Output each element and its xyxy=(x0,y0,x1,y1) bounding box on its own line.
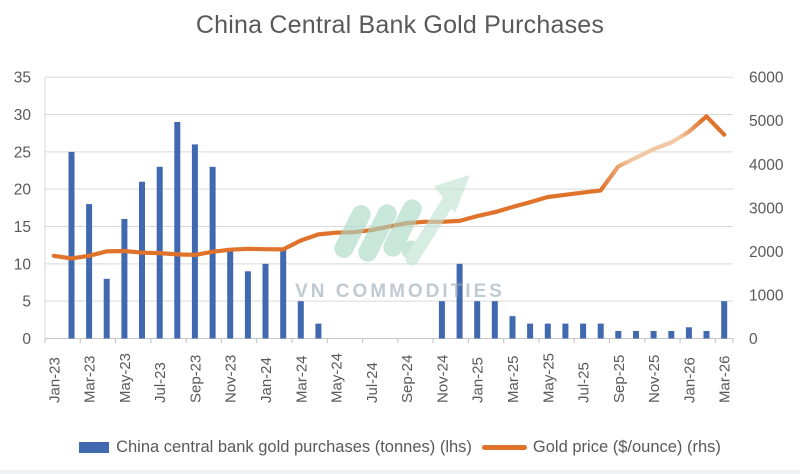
bar-Feb-23 xyxy=(68,151,75,339)
legend-label-line: Gold price ($/ounce) (rhs) xyxy=(532,438,721,456)
legend-label-bars: China central bank gold purchases (tonne… xyxy=(116,438,472,456)
bottom-edge-strip xyxy=(0,470,800,474)
svg-text:30: 30 xyxy=(14,107,32,124)
svg-text:Sep-25: Sep-25 xyxy=(611,355,628,403)
bar-Dec-23 xyxy=(244,271,251,339)
watermark: VN COMMODITIES xyxy=(295,175,505,302)
svg-text:0: 0 xyxy=(22,331,31,348)
bar-Apr-25 xyxy=(527,323,534,339)
bar-Feb-25 xyxy=(491,301,498,339)
svg-text:15: 15 xyxy=(14,219,31,236)
svg-text:Jan-25: Jan-25 xyxy=(470,357,487,403)
svg-text:6000: 6000 xyxy=(749,70,784,87)
svg-text:Jan-24: Jan-24 xyxy=(258,357,275,403)
bar-Apr-24 xyxy=(315,323,322,339)
svg-text:Sep-24: Sep-24 xyxy=(399,355,416,403)
bar-Dec-24 xyxy=(456,263,463,339)
svg-text:Nov-25: Nov-25 xyxy=(646,355,663,403)
bar-Jan-25 xyxy=(474,301,481,339)
svg-text:May-24: May-24 xyxy=(329,353,346,403)
bar-Mar-25 xyxy=(509,316,516,339)
svg-text:4000: 4000 xyxy=(749,157,784,174)
bar-Mar-26 xyxy=(721,301,728,339)
svg-text:1000: 1000 xyxy=(749,287,784,304)
bar-May-23 xyxy=(121,219,128,339)
svg-text:20: 20 xyxy=(14,182,32,199)
svg-text:Mar-23: Mar-23 xyxy=(82,355,99,403)
bar-Jun-25 xyxy=(562,323,569,339)
svg-text:25: 25 xyxy=(14,144,31,161)
axis-labels: 0 5 10 15 20 25 30 35 0 1000 2000 3000 4000 5000 6000 J… xyxy=(14,70,784,403)
svg-text:2000: 2000 xyxy=(749,244,784,261)
svg-text:0: 0 xyxy=(749,331,758,348)
svg-text:3000: 3000 xyxy=(749,200,784,217)
svg-text:Jan-23: Jan-23 xyxy=(46,357,63,403)
bar-Nov-24 xyxy=(438,301,445,339)
svg-text:May-23: May-23 xyxy=(117,353,134,403)
legend: China central bank gold purchases (tonne… xyxy=(0,438,800,457)
bar-Aug-25 xyxy=(597,323,604,339)
svg-text:Nov-23: Nov-23 xyxy=(223,355,240,403)
bar-Jan-24 xyxy=(262,263,269,339)
legend-swatch-bar-icon xyxy=(79,442,110,453)
watermark-text: VN COMMODITIES xyxy=(295,281,505,302)
svg-text:Jul-25: Jul-25 xyxy=(576,362,593,403)
svg-text:Mar-24: Mar-24 xyxy=(293,355,310,403)
bar-Mar-23 xyxy=(86,204,93,339)
legend-swatch-line-icon xyxy=(481,445,527,450)
bar-Feb-24 xyxy=(280,248,287,339)
bar-Dec-25 xyxy=(668,331,675,339)
svg-text:Mar-26: Mar-26 xyxy=(717,355,734,403)
svg-text:Jul-23: Jul-23 xyxy=(152,362,169,403)
bar-Feb-26 xyxy=(703,331,710,339)
svg-text:Nov-24: Nov-24 xyxy=(434,355,451,403)
bar-Sep-23 xyxy=(191,144,198,339)
svg-text:5000: 5000 xyxy=(749,113,784,130)
svg-text:35: 35 xyxy=(14,70,31,87)
bar-Apr-23 xyxy=(103,278,110,339)
bar-May-25 xyxy=(544,323,551,339)
bar-Oct-25 xyxy=(633,331,639,339)
svg-text:Mar-25: Mar-25 xyxy=(505,355,522,403)
chart-title: China Central Bank Gold Purchases xyxy=(195,11,605,39)
svg-text:Jan-26: Jan-26 xyxy=(681,357,698,403)
bar-Jan-26 xyxy=(685,327,692,339)
watermark-logo-icon xyxy=(334,175,470,266)
svg-text:May-25: May-25 xyxy=(540,353,557,403)
bar-Aug-23 xyxy=(174,122,181,339)
svg-text:5: 5 xyxy=(22,294,31,311)
bar-Nov-23 xyxy=(227,248,234,339)
bar-Jun-23 xyxy=(139,181,145,339)
bar-Mar-24 xyxy=(297,301,304,339)
bar-Nov-25 xyxy=(650,331,657,339)
svg-text:Sep-23: Sep-23 xyxy=(187,355,204,403)
svg-text:Jul-24: Jul-24 xyxy=(364,362,381,403)
bar-Jul-25 xyxy=(580,323,587,339)
bar-Sep-25 xyxy=(615,331,622,339)
svg-text:10: 10 xyxy=(14,256,32,273)
